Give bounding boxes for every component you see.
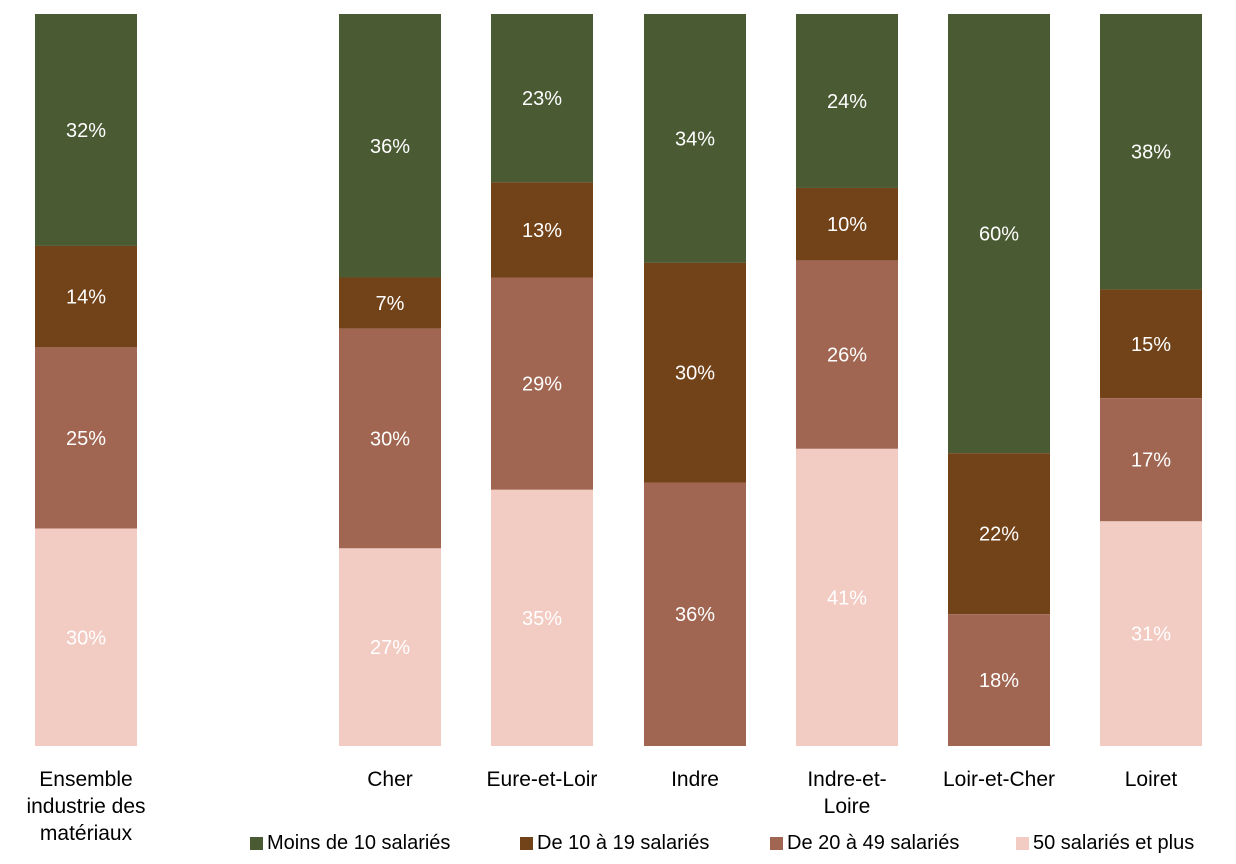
data-label: 17% <box>1131 450 1171 472</box>
bar-segment <box>796 187 898 261</box>
bar-segment <box>948 614 1050 746</box>
bar-segment <box>796 260 898 449</box>
bar-segment <box>491 14 593 183</box>
data-label: 60% <box>979 224 1019 246</box>
bar-segment <box>491 182 593 278</box>
category-label: Indre <box>671 768 719 791</box>
data-label: 14% <box>66 287 106 309</box>
category-label: Loiret <box>1125 768 1178 791</box>
category-label: Cher <box>367 768 413 791</box>
data-label: 30% <box>66 627 106 649</box>
bar-segment <box>35 528 137 746</box>
data-label: 26% <box>827 345 867 367</box>
bar-segment <box>339 548 441 746</box>
legend-swatch <box>1016 837 1029 850</box>
data-label: 25% <box>66 428 106 450</box>
data-label: 35% <box>522 608 562 630</box>
legend-swatch <box>770 837 783 850</box>
bar-segment <box>644 14 746 263</box>
data-label: 27% <box>370 637 410 659</box>
category-label: Ensemble industrie des matériaux <box>26 768 145 845</box>
bar-segment <box>339 328 441 549</box>
data-label: 15% <box>1131 334 1171 356</box>
legend-label: 50 salariés et plus <box>1033 832 1194 854</box>
data-label: 13% <box>522 220 562 242</box>
data-label: 36% <box>675 604 715 626</box>
category-label: Eure-et-Loir <box>487 768 598 791</box>
bar-segment <box>491 277 593 490</box>
bar-segment <box>491 489 593 746</box>
data-label: 10% <box>827 214 867 236</box>
bar-segment <box>1100 398 1202 522</box>
data-label: 22% <box>979 524 1019 546</box>
bar-segment <box>339 14 441 278</box>
data-label: 36% <box>370 136 410 158</box>
bar-labels-layer: 32% 14% 25% 30% 36% 7% 30% 27% 23% 13% 29% 35% 34% 30… <box>66 88 1171 692</box>
data-label: 31% <box>1131 624 1171 646</box>
legend-label: De 20 à 49 salariés <box>787 832 959 854</box>
data-label: 38% <box>1131 142 1171 164</box>
bar-segment <box>1100 289 1202 399</box>
bar-segment <box>35 347 137 529</box>
bar-segment <box>796 448 898 746</box>
bar-segment <box>644 262 746 483</box>
bar-segment <box>796 14 898 188</box>
bar-segment <box>948 453 1050 615</box>
legend: Moins de 10 salariés De 10 à 19 salariés D… <box>250 832 1194 854</box>
data-label: 34% <box>675 128 715 150</box>
data-label: 41% <box>827 587 867 609</box>
category-label: Indre-et-Loire <box>807 768 886 818</box>
data-label: 30% <box>675 363 715 385</box>
bar-segment <box>1100 14 1202 290</box>
legend-swatch <box>520 837 533 850</box>
category-labels-layer: Ensemble industrie des matériaux Cher Eure-e… <box>26 768 1177 845</box>
data-label: 29% <box>522 374 562 396</box>
data-label: 23% <box>522 88 562 110</box>
legend-label: De 10 à 19 salariés <box>537 832 709 854</box>
bar-segment <box>948 14 1050 454</box>
legend-label: Moins de 10 salariés <box>267 832 450 854</box>
bar-segment <box>35 14 137 246</box>
data-label: 32% <box>66 120 106 142</box>
data-label: 18% <box>979 670 1019 692</box>
bar-segment <box>339 277 441 329</box>
data-label: 24% <box>827 91 867 113</box>
bar-segment <box>644 482 746 746</box>
bar-segment <box>1100 521 1202 746</box>
data-label: 30% <box>370 429 410 451</box>
bars-layer <box>35 14 1202 746</box>
category-label: Loir-et-Cher <box>943 768 1055 791</box>
data-label: 7% <box>376 293 405 315</box>
legend-swatch <box>250 837 263 850</box>
bar-segment <box>35 245 137 348</box>
